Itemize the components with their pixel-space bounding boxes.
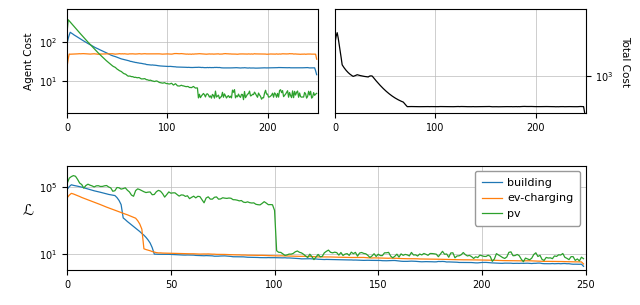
building (273, 256, 280, 260)
pv (364, 253, 372, 257)
ev-charging (273, 254, 280, 258)
building (364, 258, 372, 262)
building (63, 188, 71, 191)
Y-axis label: ℒ: ℒ (22, 203, 34, 218)
pv (279, 252, 287, 256)
pv (563, 257, 571, 260)
Y-axis label: Agent Cost: Agent Cost (24, 33, 34, 90)
ev-charging (364, 256, 372, 260)
Y-axis label: Total Cost: Total Cost (620, 36, 630, 87)
pv (273, 249, 280, 253)
ev-charging (422, 257, 430, 261)
pv (63, 181, 71, 185)
ev-charging (67, 192, 75, 195)
pv (422, 253, 430, 256)
ev-charging (561, 260, 569, 264)
pv (70, 174, 77, 178)
ev-charging (63, 196, 71, 199)
building (67, 183, 75, 187)
Line: building: building (67, 185, 584, 266)
building (150, 252, 158, 256)
pv (580, 257, 588, 260)
building (422, 260, 430, 264)
ev-charging (150, 250, 158, 254)
pv (150, 193, 158, 196)
ev-charging (279, 254, 287, 258)
Line: ev-charging: ev-charging (67, 193, 584, 264)
building (561, 262, 569, 265)
Legend: building, ev-charging, pv: building, ev-charging, pv (475, 171, 580, 226)
pv (520, 260, 527, 264)
building (279, 256, 287, 260)
Line: pv: pv (67, 176, 584, 262)
building (580, 264, 588, 268)
ev-charging (580, 262, 588, 266)
